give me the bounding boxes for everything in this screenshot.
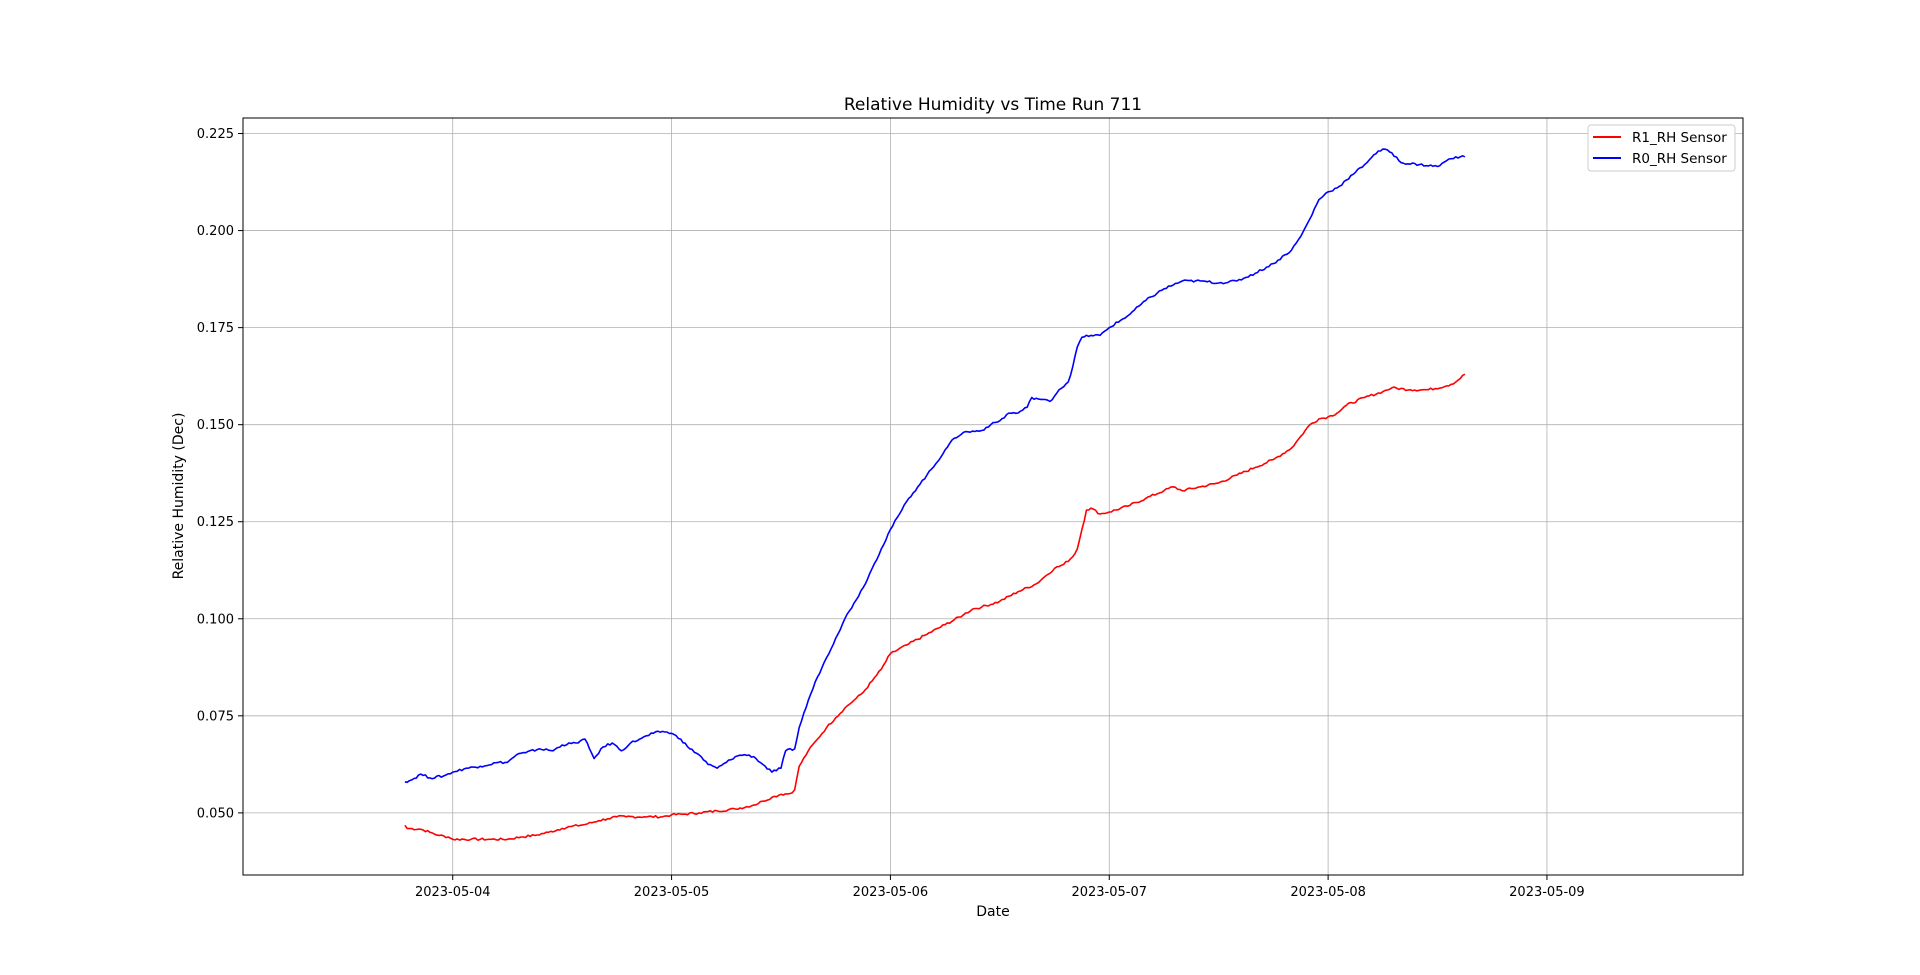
series-line-r1-rh-sensor [404,373,1466,842]
x-axis-ticks: 2023-05-04 2023-05-05 2023-05-06 2023-05-07… [415,875,1585,900]
y-axis-ticks: 0.050 0.075 0.100 0.125 0.150 0.175 0.200 0.225 [197,127,243,821]
y-tick-label: 0.200 [197,224,234,239]
x-tick-label: 2023-05-08 [1290,885,1366,900]
legend-box [1587,124,1736,172]
y-tick-label: 0.150 [197,418,234,433]
legend: R1_RH Sensor R0_RH Sensor [1587,124,1736,172]
y-tick-label: 0.175 [197,321,234,336]
chart-title: Relative Humidity vs Time Run 711 [844,95,1142,115]
grid [243,118,1743,875]
legend-label-r0: R0_RH Sensor [1632,151,1727,167]
series-layer [404,148,1466,842]
x-tick-label: 2023-05-06 [853,885,929,900]
x-tick-label: 2023-05-07 [1071,885,1147,900]
plot-frame [242,117,1744,876]
y-tick-label: 0.225 [197,127,234,142]
y-axis-label: Relative Humidity (Dec) [171,413,187,580]
legend-label-r1: R1_RH Sensor [1632,130,1727,146]
x-axis-label: Date [976,904,1009,920]
y-tick-label: 0.050 [197,806,234,821]
y-tick-label: 0.100 [197,612,234,627]
x-tick-label: 2023-05-05 [634,885,710,900]
x-tick-label: 2023-05-09 [1509,885,1585,900]
y-tick-label: 0.075 [197,709,234,724]
series-line-r0-rh-sensor [404,148,1466,784]
y-tick-label: 0.125 [197,515,234,530]
x-tick-label: 2023-05-04 [415,885,491,900]
